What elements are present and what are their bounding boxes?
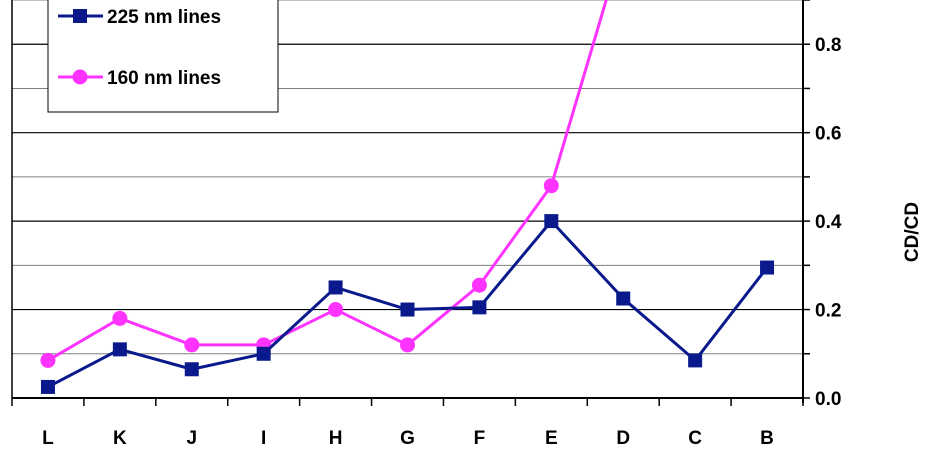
y-tick-labels: 0.0 0.2 0.4 0.6 0.8	[815, 35, 842, 410]
data-point-square	[400, 302, 415, 317]
data-point-square	[112, 342, 127, 357]
data-point-circle	[184, 337, 200, 353]
x-tick-label: F	[474, 428, 486, 449]
data-point-circle	[40, 352, 56, 368]
x-tick-label: D	[616, 428, 630, 449]
legend-label-160nm: 160 nm lines	[107, 68, 221, 89]
legend-label-225nm: 225 nm lines	[107, 7, 221, 28]
x-tick-label: J	[186, 428, 197, 449]
legend-marker-225nm	[73, 9, 87, 23]
legend-marker-160nm	[72, 69, 88, 85]
y-tick-label: 0.4	[815, 212, 842, 233]
y-tick-label: 0.6	[815, 124, 841, 145]
data-point-square	[544, 214, 559, 229]
x-tick-label: C	[688, 428, 702, 449]
data-point-circle	[328, 302, 344, 318]
series-0	[40, 214, 775, 394]
data-point-square	[256, 346, 271, 361]
data-point-square	[40, 379, 55, 394]
data-point-square	[760, 260, 775, 275]
legend: 225 nm lines 160 nm lines	[47, 0, 279, 113]
x-tick-label: K	[113, 428, 127, 449]
data-point-circle	[400, 337, 415, 353]
data-point-circle	[471, 277, 487, 293]
y-tick-label: 0.0	[815, 389, 841, 410]
x-tick-label: L	[42, 428, 54, 449]
data-point-square	[472, 300, 487, 315]
data-point-circle	[543, 178, 559, 194]
data-point-square	[688, 353, 703, 368]
y-axis-title: CD/CD	[902, 202, 923, 262]
x-tick-label: B	[760, 428, 774, 449]
data-series	[40, 0, 775, 394]
x-tick-label: I	[261, 428, 266, 449]
y-tick-label: 0.8	[815, 35, 841, 56]
y-tick-label: 0.2	[815, 301, 841, 322]
x-tick-label: G	[400, 428, 415, 449]
data-point-circle	[112, 310, 128, 326]
axes	[11, 0, 810, 406]
data-point-square	[616, 291, 631, 306]
data-point-square	[328, 280, 343, 295]
series-1	[40, 0, 608, 368]
x-tick-label: H	[329, 428, 343, 449]
x-tick-label: E	[545, 428, 558, 449]
data-point-square	[184, 362, 199, 377]
